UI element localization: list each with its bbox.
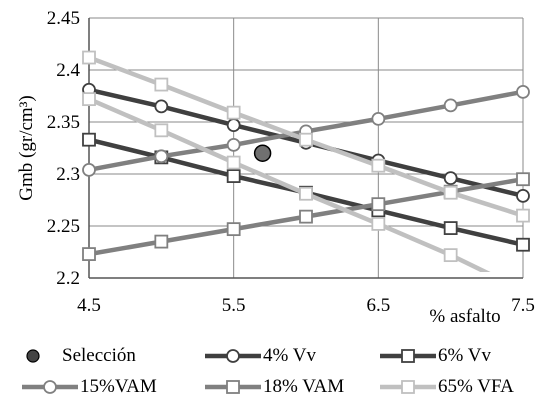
legend-dot [26, 349, 40, 363]
legend-item: 6% Vv [380, 342, 491, 370]
data-point-square [154, 234, 169, 249]
legend-swatch [380, 380, 436, 394]
y-tick-label: 2.3 [56, 164, 80, 185]
data-point-circle [82, 162, 96, 177]
data-point-square [299, 209, 313, 224]
data-point-square [371, 217, 386, 231]
legend-swatch [380, 349, 436, 363]
chart-legend: Selección 4% Vv 6% Vv 15%VAM 18% VAM 65% VFA [22, 340, 537, 402]
legend-label: 15%VAM [80, 376, 157, 397]
y-axis-label: Gmb (gr/cm³) [16, 95, 37, 200]
chart-plot: 2.2 2.25 2.3 2.35 2.4 2.45 4.5 5.5 6.5 7.5 % asfal… [16, 8, 535, 327]
data-point-square [516, 172, 530, 187]
data-point-circle [516, 84, 530, 99]
data-point-circle [154, 99, 169, 114]
legend-swatch [205, 349, 261, 363]
legend-marker-square [401, 380, 415, 394]
y-tick-label: 2.2 [56, 268, 80, 289]
data-point-square [371, 197, 386, 212]
data-point-square [82, 92, 96, 107]
data-point-circle [443, 171, 458, 186]
legend-swatch [22, 380, 78, 394]
x-tick-label: 4.5 [77, 295, 101, 316]
y-tick-label: 2.45 [47, 8, 80, 29]
data-point-circle [226, 137, 241, 152]
data-point-circle [516, 188, 530, 203]
data-point-circle [154, 149, 169, 164]
data-point-square [154, 77, 169, 92]
legend-label: 18% VAM [263, 376, 345, 397]
data-point-square [516, 237, 530, 252]
data-point-square [503, 277, 515, 289]
legend-swatch [205, 380, 261, 394]
legend-label: Selección [62, 345, 136, 366]
legend-label: 6% Vv [438, 345, 491, 366]
y-tick-label: 2.35 [47, 112, 80, 133]
data-point-square [226, 169, 241, 183]
data-point-square [299, 132, 313, 147]
x-tick-label: 7.5 [511, 295, 535, 316]
y-tick-label: 2.4 [56, 60, 80, 81]
data-point-square [371, 158, 386, 173]
legend-item: 65% VFA [380, 373, 514, 401]
legend-marker-square [401, 349, 415, 363]
x-tick-label: 5.5 [222, 295, 246, 316]
data-point-square [154, 123, 169, 138]
data-point-circle [371, 111, 386, 126]
y-tick-label: 2.25 [47, 216, 80, 237]
data-point-square [443, 248, 458, 263]
data-point-square [226, 105, 241, 120]
data-point-square [299, 186, 313, 201]
data-point-square [226, 155, 241, 170]
legend-marker-circle [43, 380, 57, 394]
data-point-square [82, 50, 96, 65]
legend-label: 4% Vv [263, 345, 316, 366]
data-point-square [443, 185, 458, 200]
legend-item: 18% VAM [205, 373, 344, 401]
legend-item: 15%VAM [22, 373, 157, 401]
selection-point [253, 144, 272, 162]
data-point-square [82, 247, 96, 261]
legend-label: 65% VFA [438, 376, 514, 397]
data-point-circle [226, 118, 241, 133]
legend-marker-square [226, 380, 240, 394]
x-axis-label: % asfalto [429, 306, 500, 327]
data-point-square [82, 132, 96, 147]
data-point-square [443, 221, 458, 235]
data-point-circle [443, 98, 458, 113]
data-point-square [226, 222, 241, 237]
legend-swatch [26, 349, 40, 363]
legend-item: Selección [22, 342, 136, 370]
data-point-square [516, 208, 530, 223]
x-tick-label: 6.5 [366, 295, 390, 316]
legend-item: 4% Vv [205, 342, 316, 370]
series-group [82, 50, 530, 289]
legend-marker-circle [226, 349, 240, 363]
